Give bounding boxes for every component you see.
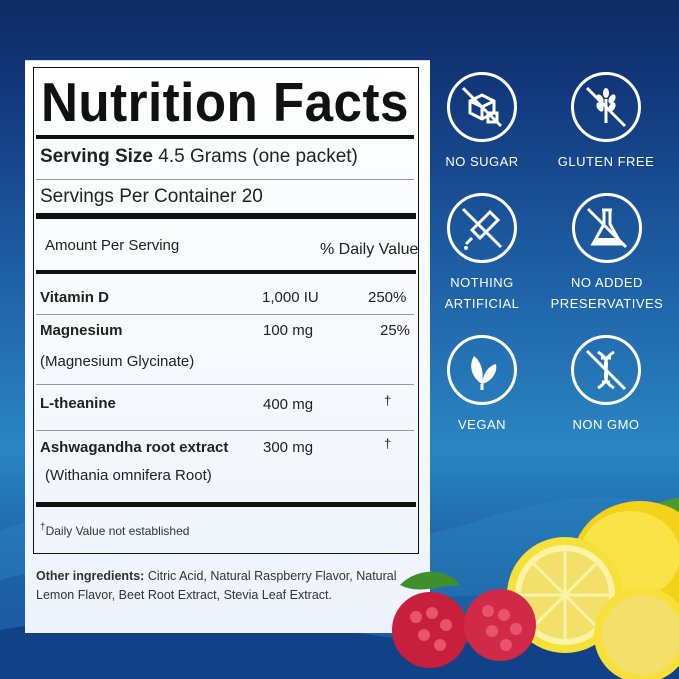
nutrient-amount: 1,000 IU (262, 289, 319, 306)
badge-vegan: VEGAN (428, 335, 536, 436)
nutrient-name: Magnesium (40, 322, 123, 339)
non-gmo-dna-icon (571, 335, 641, 405)
nutrition-panel (25, 60, 430, 633)
servings-per-container: Servings Per Container 20 (40, 186, 263, 207)
badge-label: NON GMO (572, 417, 640, 432)
nutrition-label-border (33, 67, 419, 554)
header-rule (36, 270, 416, 274)
nutrient-name: Vitamin D (40, 289, 109, 306)
ingredients-label: Other ingredients: (36, 569, 145, 583)
badge-label: NOTHING ARTIFICIAL (428, 273, 536, 315)
nutrient-name: Ashwagandha root extract (40, 439, 229, 456)
serving-divider (36, 179, 414, 180)
nutrient-dv: 25% (380, 322, 411, 339)
footnote: †Daily Value not established (40, 522, 189, 539)
nutrient-dv: † (384, 393, 392, 408)
serving-size-label: Serving Size (40, 146, 153, 167)
badge-non-gmo: NON GMO (551, 335, 661, 436)
footnote-mark: † (40, 522, 46, 533)
badge-label-line1: NO ADDED (571, 275, 643, 290)
footnote-text: Daily Value not established (45, 524, 190, 538)
no-sugar-icon (447, 72, 517, 142)
nutrient-amount: 100 mg (263, 322, 314, 339)
badge-label: VEGAN (457, 417, 506, 432)
badge-label-line2: ARTIFICIAL (444, 295, 520, 311)
vegan-leaf-icon (447, 335, 517, 405)
row-divider (36, 384, 414, 385)
badge-label: GLUTEN FREE (557, 154, 655, 169)
nothing-artificial-icon (447, 193, 517, 263)
lemon-and-raspberry-image (392, 497, 679, 679)
gluten-free-icon (571, 72, 641, 142)
nutrient-amount: 300 mg (263, 439, 314, 456)
badge-nothing-artificial: NOTHING ARTIFICIAL (428, 193, 536, 315)
nutrition-facts-title: Nutrition Facts (41, 71, 409, 133)
servings-rule (36, 213, 416, 219)
row-divider (36, 430, 414, 431)
badge-label: NO ADDED PRESERVATIVES (545, 273, 669, 315)
bottom-rule (36, 502, 416, 507)
nutrient-subname: (Withania omnifera Root) (45, 467, 212, 484)
nutrient-name: L-theanine (40, 395, 116, 412)
badge-label-line2: PRESERVATIVES (550, 295, 664, 311)
daily-value-header: % Daily Value (320, 241, 419, 258)
serving-size: Serving Size 4.5 Grams (one packet) (40, 146, 358, 168)
ingredients-text: Citric Acid, Natural Raspberry Flavor, N… (36, 569, 397, 602)
badge-no-preservatives: NO ADDED PRESERVATIVES (545, 193, 669, 315)
nutrient-dv: † (384, 436, 392, 451)
amount-per-serving: Amount Per Serving (45, 237, 180, 254)
nutrient-amount: 400 mg (263, 396, 314, 413)
nutrient-subname: (Magnesium Glycinate) (40, 353, 195, 370)
badge-no-sugar: NO SUGAR (428, 72, 536, 173)
badge-gluten-free: GLUTEN FREE (551, 72, 661, 173)
title-rule (36, 135, 414, 139)
other-ingredients: Other ingredients: Citric Acid, Natural … (36, 567, 416, 605)
badge-label: NO SUGAR (445, 154, 519, 169)
badge-label-line1: NOTHING (450, 275, 514, 290)
row-divider (36, 314, 414, 315)
serving-size-value: 4.5 Grams (one packet) (158, 146, 358, 167)
no-preservatives-icon (572, 193, 642, 263)
nutrient-dv: 250% (368, 289, 407, 306)
